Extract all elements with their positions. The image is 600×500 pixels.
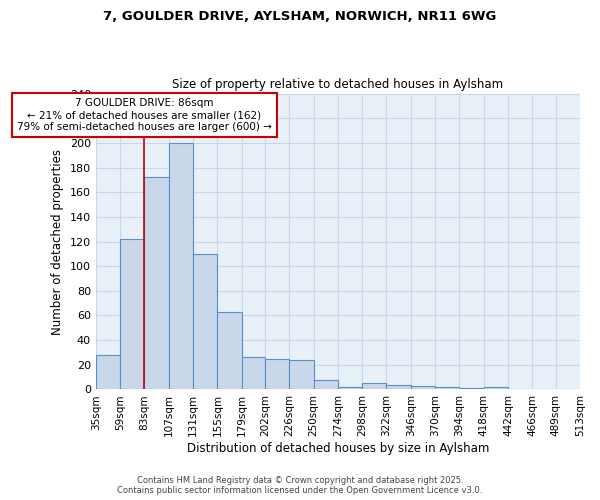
Y-axis label: Number of detached properties: Number of detached properties	[51, 148, 64, 334]
Title: Size of property relative to detached houses in Aylsham: Size of property relative to detached ho…	[172, 78, 503, 91]
X-axis label: Distribution of detached houses by size in Aylsham: Distribution of detached houses by size …	[187, 442, 489, 455]
Bar	[96, 355, 120, 390]
Bar	[193, 254, 217, 390]
Text: 7 GOULDER DRIVE: 86sqm
← 21% of detached houses are smaller (162)
79% of semi-de: 7 GOULDER DRIVE: 86sqm ← 21% of detached…	[17, 98, 272, 132]
Bar	[411, 386, 435, 390]
Bar	[362, 384, 386, 390]
Bar	[120, 239, 145, 390]
Bar	[169, 143, 193, 390]
Bar	[460, 388, 484, 390]
Text: 7, GOULDER DRIVE, AYLSHAM, NORWICH, NR11 6WG: 7, GOULDER DRIVE, AYLSHAM, NORWICH, NR11…	[103, 10, 497, 23]
Bar	[145, 178, 169, 390]
Bar	[484, 387, 508, 390]
Bar	[435, 387, 460, 390]
Bar	[242, 358, 265, 390]
Bar	[338, 387, 362, 390]
Bar	[289, 360, 314, 390]
Bar	[265, 358, 289, 390]
Bar	[217, 312, 242, 390]
Bar	[314, 380, 338, 390]
Bar	[386, 384, 411, 390]
Text: Contains HM Land Registry data © Crown copyright and database right 2025.
Contai: Contains HM Land Registry data © Crown c…	[118, 476, 482, 495]
